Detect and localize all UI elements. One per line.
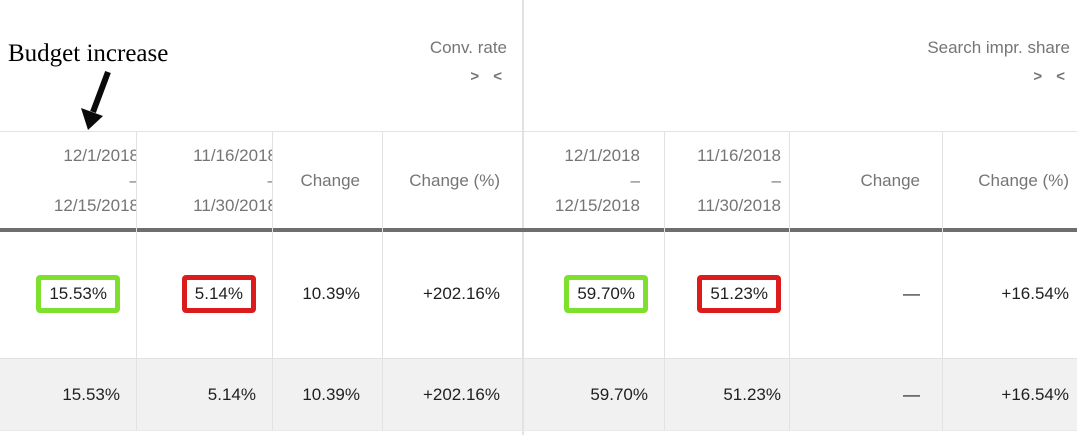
table-cell: +202.16%	[422, 283, 500, 303]
column-header-change[interactable]: Change	[300, 170, 360, 190]
row-divider-rule	[0, 358, 1077, 359]
table-cell: 51.23%	[665, 359, 789, 430]
table-cell: 10.39%	[273, 359, 382, 430]
column-change-pct: Change (%) +16.54% +16.54%	[943, 132, 1077, 430]
table-cell: 59.70%	[524, 359, 664, 430]
column-header-change-pct[interactable]: Change (%)	[409, 170, 500, 190]
metric-header-conv-rate: Conv. rate > <	[0, 36, 507, 85]
column-header-change[interactable]: Change	[860, 170, 920, 190]
header-bottom-rule	[0, 228, 1077, 232]
table-cell: 5.14%	[137, 359, 272, 430]
column-header-date-range-current[interactable]: 12/1/2018 – 12/15/2018	[554, 145, 640, 215]
table-cell: 10.39%	[302, 283, 360, 303]
column-header-date-range-previous[interactable]: 11/16/2018 – 11/30/2018	[697, 145, 781, 215]
column-change: Change 10.39% 10.39%	[273, 132, 383, 430]
table-bottom-rule	[0, 430, 1077, 431]
table-cell: 5.14%	[137, 228, 272, 359]
table-cell: +202.16%	[383, 359, 522, 430]
metric-label: Search impr. share	[927, 38, 1070, 57]
column-current-range: 12/1/2018 – 12/15/2018 15.53% 15.53%	[0, 132, 137, 430]
table-cell: 15.53%	[0, 228, 136, 359]
column-previous-range: 11/16/2018 – 11/30/2018 5.14% 5.14%	[137, 132, 273, 430]
compare-arrows-icon[interactable]: > <	[470, 68, 507, 85]
column-change-pct: Change (%) +202.16% +202.16%	[383, 132, 522, 430]
metric-header-search-impr-share: Search impr. share > <	[523, 36, 1070, 85]
column-current-range: 12/1/2018 – 12/15/2018 59.70% 59.70%	[524, 132, 665, 430]
table-cell: —	[903, 283, 920, 303]
annotation-budget-increase: Budget increase	[8, 40, 169, 67]
column-header-date-range-current[interactable]: 12/1/2018 – 12/15/2018	[53, 145, 136, 215]
green-highlight-box: 15.53%	[36, 274, 120, 313]
header-top-rule	[0, 131, 1077, 132]
metric-label: Conv. rate	[429, 38, 507, 57]
section-divider	[522, 0, 524, 435]
table-cell: —	[790, 359, 942, 430]
compare-arrows-icon[interactable]: > <	[1033, 68, 1070, 85]
column-change: Change — —	[790, 132, 943, 430]
red-highlight-box: 51.23%	[697, 274, 781, 313]
table-cell: 51.23%	[665, 228, 789, 359]
table-cell: 15.53%	[0, 359, 136, 430]
column-previous-range: 11/16/2018 – 11/30/2018 51.23% 51.23%	[665, 132, 790, 430]
column-header-change-pct[interactable]: Change (%)	[978, 170, 1069, 190]
table-cell: 59.70%	[524, 228, 664, 359]
column-header-date-range-previous[interactable]: 11/16/2018 – 11/30/2018	[193, 145, 272, 215]
red-highlight-box: 5.14%	[181, 274, 256, 313]
table-cell: +16.54%	[943, 359, 1077, 430]
green-highlight-box: 59.70%	[564, 274, 648, 313]
annotation-arrow-icon	[81, 70, 111, 130]
table-cell: +16.54%	[1001, 283, 1069, 303]
